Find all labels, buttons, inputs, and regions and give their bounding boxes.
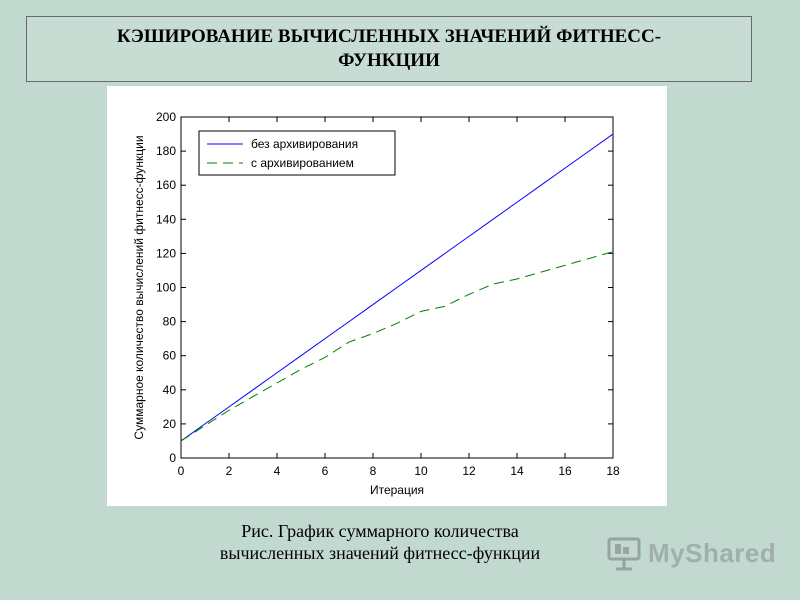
chart-figure: 0 2 4 6 8 10 12 14 16 18 0 20 40 60 80 100 120 140 160 180 2…	[107, 86, 667, 506]
x-tick-label: 8	[370, 464, 377, 478]
legend-label-2: с архивированием	[251, 156, 354, 170]
x-tick-label: 6	[322, 464, 329, 478]
x-tick-label: 16	[558, 464, 572, 478]
x-axis-label: Итерация	[370, 483, 424, 497]
x-tick-label: 18	[606, 464, 620, 478]
y-tick-label: 140	[156, 212, 176, 226]
y-tick-label: 60	[163, 349, 177, 363]
figure-caption: Рис. График суммарного количества вычисл…	[150, 520, 610, 564]
y-tick-label: 40	[163, 383, 177, 397]
y-tick-label: 20	[163, 417, 177, 431]
watermark-text: MyShared	[648, 538, 777, 568]
caption-line-1: Рис. График суммарного количества	[241, 521, 519, 541]
slide-title-box: КЭШИРОВАНИЕ ВЫЧИСЛЕННЫХ ЗНАЧЕНИЙ ФИТНЕСС…	[26, 16, 752, 82]
y-tick-label: 120	[156, 246, 176, 260]
legend-box	[198, 130, 396, 176]
x-tick-label: 0	[178, 464, 185, 478]
watermark: MyShared	[606, 536, 776, 572]
x-tick-label: 4	[274, 464, 281, 478]
y-tick-label: 0	[169, 451, 176, 465]
x-tick-label: 2	[226, 464, 233, 478]
y-tick-label: 180	[156, 144, 176, 158]
series-line-2	[180, 251, 614, 442]
x-tick-label: 12	[462, 464, 476, 478]
y-tick-label: 100	[156, 281, 176, 295]
y-tick-label: 80	[163, 315, 177, 329]
presentation-board-icon	[607, 537, 641, 571]
series-line-1	[180, 133, 614, 442]
y-tick-label: 160	[156, 178, 176, 192]
caption-line-2: вычисленных значений фитнесс-функции	[219, 543, 541, 563]
y-axis-label: Суммарное количество вычислений фитнесс-…	[132, 135, 146, 439]
legend-label-1: без архивирования	[251, 137, 358, 151]
slide-title: КЭШИРОВАНИЕ ВЫЧИСЛЕННЫХ ЗНАЧЕНИЙ ФИТНЕСС…	[116, 26, 662, 71]
y-tick-label: 200	[156, 110, 176, 124]
x-tick-label: 10	[414, 464, 428, 478]
x-tick-label: 14	[510, 464, 524, 478]
line-chart: 0 2 4 6 8 10 12 14 16 180204060801001201401601802…	[132, 110, 620, 497]
